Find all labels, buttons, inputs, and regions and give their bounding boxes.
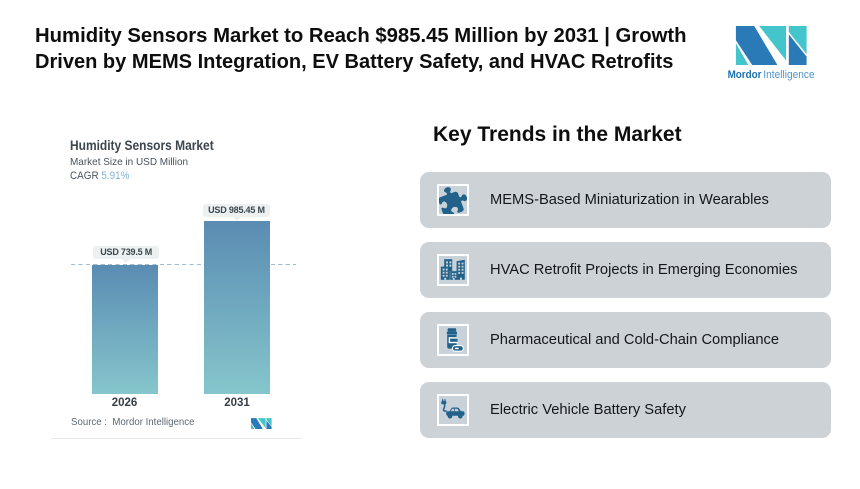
svg-text:Intelligence: Intelligence bbox=[763, 69, 814, 81]
svg-text:Mordor: Mordor bbox=[728, 69, 763, 81]
